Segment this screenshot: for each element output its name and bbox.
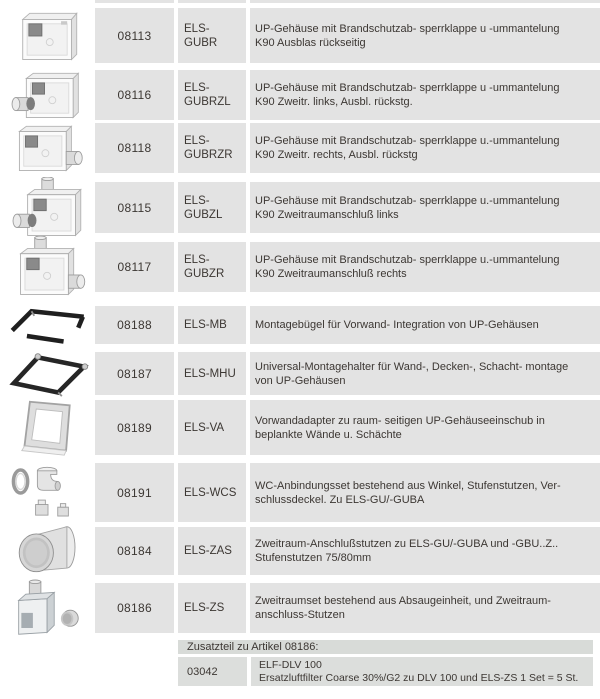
addon-section-header: Zusatzteil zu Artikel 08186: <box>178 640 593 654</box>
addon-row: 03042 ELF-DLV 100 Ersatzluftfilter Coars… <box>178 657 593 686</box>
addon-article-number: 03042 <box>178 657 247 686</box>
up-housing-left-stub-image <box>11 72 79 119</box>
product-code: ELS-GUBR <box>178 8 246 63</box>
table-row: 08115 ELS-GUBZL UP-Gehäuse mit Brandschu… <box>0 176 600 237</box>
article-number: 08118 <box>95 123 174 173</box>
article-number: 08184 <box>95 527 174 575</box>
product-code: ELS-GUBRZL <box>178 70 246 120</box>
article-number: 08188 <box>95 306 174 344</box>
product-description: WC-Anbindungsset bestehend aus Winkel, S… <box>250 463 600 522</box>
product-image-cell <box>0 236 95 296</box>
product-table: 08113 ELS-GUBR UP-Gehäuse mit Brandschut… <box>0 8 600 635</box>
mounting-bracket-image <box>10 308 85 344</box>
product-image-cell <box>0 526 95 575</box>
up-housing-top-pipe-left-stub-image <box>12 176 82 237</box>
up-housing-top-pipe-right-stub-image <box>18 236 85 296</box>
product-image-cell <box>0 352 95 397</box>
article-number: 08116 <box>95 70 174 120</box>
product-description: Montagebügel für Vorwand- Integration vo… <box>250 306 600 344</box>
table-row: 08188 ELS-MB Montagebügel für Vorwand- I… <box>0 306 600 344</box>
table-row: 08184 ELS-ZAS Zweitraum-Anschlußstutzen … <box>0 526 600 575</box>
table-row: 08191 ELS-WCS WC-Anbindungsset bestehend… <box>0 463 600 522</box>
product-image-cell <box>0 70 95 120</box>
cropped-row-sliver <box>95 0 174 3</box>
cropped-row-sliver <box>178 0 246 3</box>
product-code: ELS-GUBZL <box>178 182 246 233</box>
article-number: 08186 <box>95 583 174 633</box>
product-image-cell <box>0 400 95 456</box>
table-row: 08189 ELS-VA Vorwandadapter zu raum- sei… <box>0 400 600 456</box>
article-number: 08115 <box>95 182 174 233</box>
universal-mounting-frame-image <box>8 352 89 397</box>
front-wall-adapter-frame-image <box>20 400 71 456</box>
product-image-cell <box>0 579 95 635</box>
addon-section: Zusatzteil zu Artikel 08186: 03042 ELF-D… <box>178 640 593 686</box>
table-row: 08113 ELS-GUBR UP-Gehäuse mit Brandschut… <box>0 8 600 63</box>
product-code: ELS-GUBZR <box>178 242 246 292</box>
product-code: ELS-WCS <box>178 463 246 522</box>
product-description: UP-Gehäuse mit Brandschutzab- sperrklapp… <box>250 70 600 120</box>
product-description: UP-Gehäuse mit Brandschutzab- sperrklapp… <box>250 242 600 292</box>
product-description: UP-Gehäuse mit Brandschutzab- sperrklapp… <box>250 123 600 173</box>
product-description: Vorwandadapter zu raum- seitigen UP-Gehä… <box>250 400 600 455</box>
product-description: Universal-Montagehalter für Wand-, Decke… <box>250 352 600 395</box>
product-image-cell <box>0 176 95 237</box>
product-code: ELS-MHU <box>178 352 246 395</box>
addon-description: ELF-DLV 100 Ersatzluftfilter Coarse 30%/… <box>251 657 593 686</box>
article-number: 08117 <box>95 242 174 292</box>
product-code: ELS-ZAS <box>178 527 246 575</box>
product-code: ELS-GUBRZR <box>178 123 246 173</box>
table-row: 08187 ELS-MHU Universal-Montagehalter fü… <box>0 352 600 397</box>
product-code: ELS-ZS <box>178 583 246 633</box>
product-image-cell <box>0 8 95 63</box>
up-housing-right-stub-image <box>17 125 83 172</box>
product-image-cell <box>0 306 95 344</box>
product-image-cell <box>0 463 95 522</box>
cropped-row-sliver <box>250 0 600 3</box>
table-row: 08116 ELS-GUBRZL UP-Gehäuse mit Brandsch… <box>0 70 600 120</box>
product-description: UP-Gehäuse mit Brandschutzab- sperrklapp… <box>250 182 600 233</box>
product-image-cell <box>0 123 95 173</box>
table-row: 08117 ELS-GUBZR UP-Gehäuse mit Brandschu… <box>0 236 600 296</box>
table-row: 08118 ELS-GUBRZR UP-Gehäuse mit Brandsch… <box>0 123 600 173</box>
product-description: Zweitraum-Anschlußstutzen zu ELS-GU/-GUB… <box>250 527 600 575</box>
table-row: 08186 ELS-ZS Zweitraumset bestehend aus … <box>0 579 600 635</box>
second-room-connection-socket-image <box>18 526 75 573</box>
article-number: 08191 <box>95 463 174 522</box>
product-description: UP-Gehäuse mit Brandschutzab- sperrklapp… <box>250 8 600 63</box>
article-number: 08187 <box>95 352 174 395</box>
product-code: ELS-MB <box>178 306 246 344</box>
article-number: 08189 <box>95 400 174 455</box>
article-number: 08113 <box>95 8 174 63</box>
up-housing-rear-outlet-image <box>21 11 78 61</box>
product-code: ELS-VA <box>178 400 246 455</box>
second-room-set-image <box>16 579 79 635</box>
wc-connection-set-image <box>11 466 69 516</box>
product-description: Zweitraumset bestehend aus Absaugeinheit… <box>250 583 600 633</box>
